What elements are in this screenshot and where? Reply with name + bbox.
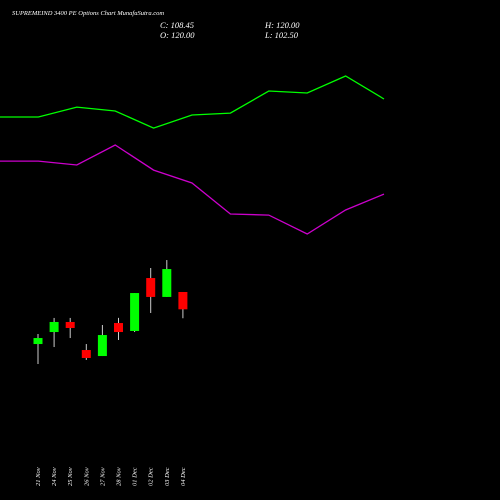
high-stat: H: 120.00 [264, 20, 300, 30]
indicator-line [0, 75, 385, 129]
close-stat: C: 108.45 [160, 20, 194, 30]
candle-body [33, 338, 43, 345]
x-tick-label: 01 Dec [132, 467, 139, 486]
candle-body [97, 335, 107, 357]
candle-body [130, 293, 140, 331]
candle-body [146, 278, 156, 297]
candle-body [162, 269, 172, 297]
candle-body [65, 321, 75, 328]
x-tick-label: 02 Dec [148, 467, 155, 486]
x-tick-label: 26 Nov [83, 467, 90, 486]
chart-title: SUPREMEIND 3400 PE Options Chart MunafaS… [12, 10, 164, 17]
candle-body [49, 321, 59, 333]
candle-body [114, 323, 123, 333]
open-stat: O: 120.00 [160, 30, 195, 40]
x-tick-label: 25 Nov [67, 467, 74, 486]
x-tick-label: 24 Nov [51, 467, 58, 486]
x-tick-label: 27 Nov [99, 467, 106, 486]
x-tick-label: 04 Dec [180, 467, 187, 486]
x-tick-label: 28 Nov [116, 467, 123, 486]
low-stat: L: 102.50 [264, 30, 299, 40]
indicator-line [0, 144, 385, 235]
candle-body [178, 291, 188, 310]
x-tick-label: 21 Nov [35, 467, 42, 486]
candle-body [81, 350, 91, 358]
x-tick-label: 03 Dec [164, 467, 171, 486]
